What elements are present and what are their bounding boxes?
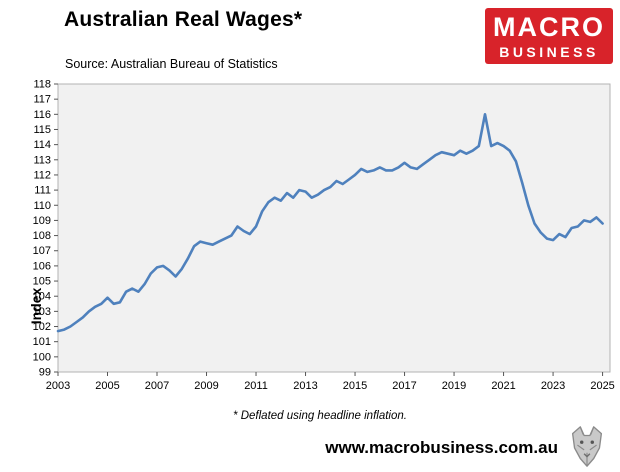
y-tick-label: 101 (33, 336, 51, 348)
y-tick-label: 108 (33, 230, 51, 242)
x-tick-label: 2017 (392, 380, 416, 392)
y-tick-label: 102 (33, 321, 51, 333)
x-tick-label: 2021 (491, 380, 515, 392)
logo-text-business: BUSINESS (499, 43, 599, 60)
chart-footnote: * Deflated using headline inflation. (233, 410, 407, 422)
x-tick-label: 2007 (145, 380, 169, 392)
x-tick-label: 2005 (95, 380, 119, 392)
y-tick-label: 118 (33, 79, 51, 91)
chart-area: Index 99 100 101 102 103 104 105 106 107 108 109 11… (22, 76, 618, 402)
plot-background (57, 83, 611, 373)
y-tick-label: 110 (33, 200, 51, 212)
y-tick-label: 117 (33, 94, 51, 106)
x-tick-label: 2009 (194, 380, 218, 392)
y-tick-label: 104 (33, 291, 51, 303)
y-tick-label: 100 (33, 351, 51, 363)
y-axis-label: Index (28, 287, 44, 325)
y-tick-label: 103 (33, 306, 51, 318)
x-tick-label: 2003 (46, 380, 70, 392)
y-tick-label: 106 (33, 260, 51, 272)
logo-text-macro: MACRO (493, 11, 605, 42)
y-tick-label: 111 (34, 185, 51, 197)
real-wages-series-line (56, 112, 604, 333)
y-tick-label: 114 (33, 139, 51, 151)
y-tick-label: 112 (33, 169, 51, 181)
x-tick-label: 2011 (244, 380, 268, 392)
y-tick-label: 113 (33, 154, 51, 166)
x-tick-label: 2023 (541, 380, 565, 392)
y-tick-label: 109 (33, 215, 51, 227)
website-text: www.macrobusiness.com.au (325, 438, 558, 457)
macrobusiness-logo: MACRO BUSINESS (485, 8, 613, 64)
y-tick-label: 105 (33, 276, 51, 288)
y-tick-label: 107 (33, 245, 51, 257)
x-tick-label: 2019 (442, 380, 466, 392)
wolf-logo-icon (571, 426, 603, 467)
x-tick-label: 2025 (590, 380, 614, 392)
chart-title: Australian Real Wages* (64, 8, 303, 31)
x-tick-label: 2013 (293, 380, 317, 392)
source-caption: Source: Australian Bureau of Statistics (65, 57, 278, 71)
x-tick-label: 2015 (343, 380, 367, 392)
real-wages-line-chart: 99 100 101 102 103 104 105 106 107 108 109 110 111 11… (33, 79, 615, 393)
y-tick-label: 116 (33, 109, 51, 121)
y-tick-label: 99 (39, 367, 51, 379)
y-tick-label: 115 (33, 124, 51, 136)
